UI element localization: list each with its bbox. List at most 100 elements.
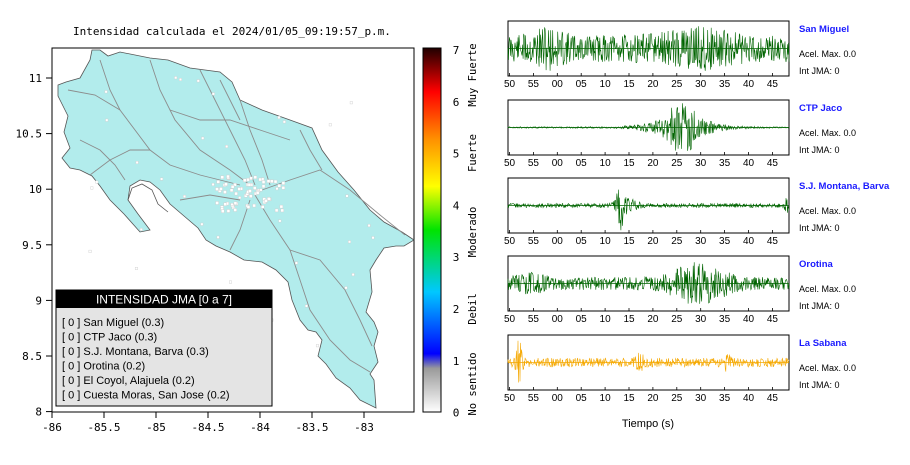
station-max-accel: Acel. Max. 0.0 xyxy=(799,128,856,138)
colorbar-tick-label: 3 xyxy=(453,251,460,264)
seismogram-tick-label: 30 xyxy=(695,79,707,90)
station-dot xyxy=(280,208,284,213)
seismogram-tick-label: 55 xyxy=(528,79,540,90)
seismogram-tick-label: 45 xyxy=(767,158,779,169)
seismogram-tick-label: 55 xyxy=(528,236,540,247)
seismogram-tick-label: 00 xyxy=(552,158,564,169)
nicoya-gulf-coast xyxy=(127,183,169,213)
station-dot xyxy=(226,209,231,213)
station-dot xyxy=(216,180,220,184)
seismogram-tick-label: 50 xyxy=(504,158,516,169)
station-dot xyxy=(211,182,215,186)
station-dot xyxy=(278,219,282,223)
seismogram-tick-label: 40 xyxy=(743,236,755,247)
map-x-tick-label: -83.5 xyxy=(295,421,328,434)
seismogram-tick-label: 25 xyxy=(671,79,683,90)
seismogram-tick-label: 50 xyxy=(504,314,516,325)
station-max-accel: Acel. Max. 0.0 xyxy=(799,206,856,216)
station-dot xyxy=(328,123,332,127)
seismogram-tick-label: 00 xyxy=(552,79,564,90)
station-dot xyxy=(237,187,241,191)
station-jma-intensity: Int JMA: 0 xyxy=(799,66,840,76)
station-jma-intensity: Int JMA: 0 xyxy=(799,145,840,155)
seismogram-tick-label: 25 xyxy=(671,158,683,169)
colorbar-tick-label: 6 xyxy=(453,96,460,109)
map-y-tick-label: 10.5 xyxy=(16,128,43,141)
station-dot xyxy=(279,204,284,209)
seismogram-tick-label: 20 xyxy=(647,393,659,404)
seismogram-4: 50 55 00 05 10 15 20 25 30 35 40 45 La Sabana Acel. M… xyxy=(504,334,856,404)
station-dot xyxy=(274,208,279,213)
seismogram-tick-label: 35 xyxy=(719,393,731,404)
station-dot xyxy=(248,189,252,193)
legend-item: [ 0 ] Orotina (0.2) xyxy=(62,361,145,373)
station-dot xyxy=(345,194,349,198)
map-y-tick-label: 9 xyxy=(35,294,42,307)
seismogram-tick-label: 10 xyxy=(600,314,612,325)
seismogram-tick-label: 40 xyxy=(743,79,755,90)
station-dot xyxy=(178,78,182,81)
seismogram-xlabel: Tiempo (s) xyxy=(622,418,674,430)
legend-item: [ 0 ] San Miguel (0.3) xyxy=(62,317,164,329)
seismogram-tick-label: 30 xyxy=(695,393,707,404)
station-dot xyxy=(252,203,256,208)
seismogram-tick-label: 05 xyxy=(576,79,588,90)
station-dot xyxy=(229,280,232,284)
colorbar-tick-label: 1 xyxy=(453,355,460,368)
seismogram-tick-label: 45 xyxy=(767,393,779,404)
station-dot xyxy=(282,120,286,124)
map-y-tick-label: 9.5 xyxy=(22,239,42,252)
station-dot xyxy=(225,144,229,148)
seismogram-tick-label: 15 xyxy=(623,79,635,90)
colorbar-tick-label: 5 xyxy=(453,148,460,161)
station-dot xyxy=(281,186,286,190)
map-y-tick-label: 8.5 xyxy=(22,350,42,363)
colorbar-label: Fuerte xyxy=(467,134,479,172)
seismogram-tick-label: 45 xyxy=(767,236,779,247)
station-dot xyxy=(211,92,215,96)
station-dot xyxy=(246,177,250,182)
map-x-tick-label: -84 xyxy=(250,421,270,434)
seismogram-tick-label: 25 xyxy=(671,393,683,404)
colorbar-labels: Muy Fuerte Fuerte Moderado Debil No sentido xyxy=(467,43,479,415)
station-dot xyxy=(220,175,224,179)
map-panel: Intensidad calculada el 2024/01/05_09:19… xyxy=(16,25,415,434)
colorbar-label: Muy Fuerte xyxy=(467,43,479,106)
seismogram-tick-label: 10 xyxy=(600,158,612,169)
station-dot xyxy=(264,199,268,203)
station-dot xyxy=(267,197,271,201)
seismogram-tick-label: 45 xyxy=(767,314,779,325)
seismogram-tick-label: 20 xyxy=(647,79,659,90)
map-x-tick-label: -85 xyxy=(146,421,166,434)
station-dot xyxy=(277,116,281,119)
seismogram-panel: 50 55 00 05 10 15 20 25 30 35 40 45 San Miguel Acel. … xyxy=(504,20,890,404)
seismogram-tick-label: 35 xyxy=(719,158,731,169)
seismogram-tick-label: 25 xyxy=(671,314,683,325)
station-dot xyxy=(223,202,227,206)
station-dot xyxy=(229,188,234,192)
station-dot xyxy=(223,190,227,194)
station-name: Orotina xyxy=(799,259,833,270)
station-dot xyxy=(233,201,238,206)
station-dot xyxy=(253,186,257,190)
station-dot xyxy=(247,183,252,187)
colorbar-tick-label: 0 xyxy=(453,407,460,420)
seismogram-tick-label: 20 xyxy=(647,314,659,325)
station-dot xyxy=(224,182,228,187)
station-dot xyxy=(294,261,298,265)
intensity-colorbar: 7 6 5 4 3 2 1 0 Muy Fuerte Fuerte Moderado Debil No… xyxy=(422,43,479,420)
station-dot xyxy=(139,228,143,232)
map-x-tick-label: -84.5 xyxy=(191,421,224,434)
colorbar-tick-label: 2 xyxy=(453,303,460,316)
station-max-accel: Acel. Max. 0.0 xyxy=(799,284,856,294)
seismogram-tick-label: 35 xyxy=(719,314,731,325)
map-y-tick-label: 10 xyxy=(29,183,42,196)
map-x-axis: -86 -85.5 -85 -84.5 -84 -83.5 -83 xyxy=(42,412,374,434)
legend-header: INTENSIDAD JMA [0 a 7] xyxy=(96,293,232,307)
seismogram-tick-label: 40 xyxy=(743,158,755,169)
colorbar-tick-label: 7 xyxy=(453,44,460,57)
seismogram-tick-label: 00 xyxy=(552,393,564,404)
legend-item: [ 0 ] S.J. Montana, Barva (0.3) xyxy=(62,346,209,358)
seismogram-tick-label: 15 xyxy=(623,236,635,247)
